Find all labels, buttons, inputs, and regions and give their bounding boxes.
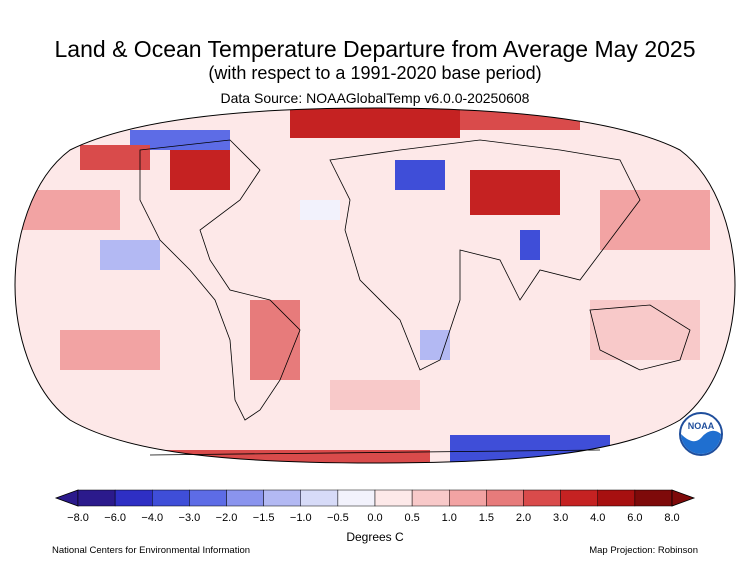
colorbar-segment	[263, 489, 301, 507]
colorbar-segment	[523, 489, 561, 507]
east-pacific-cool-region	[100, 240, 160, 270]
arctic-warm-region	[290, 108, 460, 138]
colorbar-segment	[634, 489, 673, 507]
colorbar-tick-label: −0.5	[327, 512, 349, 524]
colorbar-arrow-high	[671, 489, 696, 507]
colorbar-tick-label: −1.5	[252, 512, 275, 524]
alaska-warm-region	[80, 145, 150, 170]
australia-outline	[589, 304, 691, 371]
colorbar-segment	[189, 489, 227, 507]
colorbar-tick-label: −4.0	[141, 512, 164, 524]
colorbar-tick-label: 3.0	[552, 512, 569, 524]
colorbar-segment	[226, 489, 264, 507]
colorbar-tick-label: 0.5	[404, 512, 420, 524]
map-subtitle: (with respect to a 1991-2020 base period…	[208, 63, 542, 83]
colorbar-segment	[560, 489, 598, 507]
eastern-europe-cool-region	[395, 160, 445, 190]
colorbar-tick-label: 2.0	[515, 512, 532, 524]
australia-region	[590, 300, 700, 360]
atlantic-neutral-region	[300, 200, 340, 220]
colorbar-tick-label: 0.0	[367, 512, 383, 524]
colorbar-segment	[114, 489, 153, 507]
colorbar-segment	[449, 489, 487, 507]
colorbar-tick-label: 6.0	[627, 512, 643, 524]
noaa-logo-icon: NOAA	[679, 412, 723, 456]
colorbar-tick-label: −3.0	[178, 512, 201, 524]
americas-outline	[139, 139, 301, 421]
south-atlantic-region	[330, 380, 420, 410]
colorbar-tick-label: 1.0	[441, 512, 457, 524]
north-america-warm-region	[170, 150, 230, 190]
colorbar-segment	[300, 489, 339, 507]
coastlines	[139, 139, 691, 456]
data-source: Data Source: NOAAGlobalTemp v6.0.0-20250…	[220, 90, 530, 106]
colorbar-tick-label: −6.0	[104, 512, 126, 524]
map-title: Land & Ocean Temperature Departure from …	[54, 36, 696, 62]
footer-credit: National Centers for Environmental Infor…	[52, 545, 251, 556]
globe-border	[14, 107, 736, 464]
colorbar-segment	[374, 489, 413, 507]
colorbar-tick-label: −8.0	[67, 512, 89, 524]
canada-cool-region	[130, 130, 230, 150]
colorbar-segment	[77, 489, 116, 507]
colorbar-arrow-low	[54, 489, 79, 507]
west-pacific-warm-region	[600, 190, 710, 250]
colorbar-segment	[337, 489, 376, 507]
anomaly-grid	[15, 108, 735, 463]
colorbar-tick-label: 1.5	[478, 512, 495, 524]
eurasia-africa-outline	[329, 139, 641, 371]
noaa-logo-text: NOAA	[688, 421, 715, 431]
india-cool-region	[520, 230, 540, 260]
colorbar-segment	[152, 489, 190, 507]
colorbar-segment	[411, 489, 450, 507]
legend-units: Degrees C	[346, 530, 404, 544]
colorbar-tick-label: 8.0	[664, 512, 680, 524]
south-america-warm-region	[250, 300, 300, 380]
antarctica-outline	[149, 449, 601, 456]
colorbar-segment	[486, 489, 524, 507]
footer-projection: Map Projection: Robinson	[589, 545, 698, 556]
south-pacific-warm-region	[60, 330, 160, 370]
colorbar-tick-label: −1.0	[289, 512, 312, 524]
colorbar-tick-label: 4.0	[590, 512, 606, 524]
pacific-warm-region	[20, 190, 120, 230]
colorbar-tick-label: −2.0	[215, 512, 238, 524]
colorbar-segment	[597, 489, 636, 507]
central-asia-warm-region	[470, 170, 560, 215]
